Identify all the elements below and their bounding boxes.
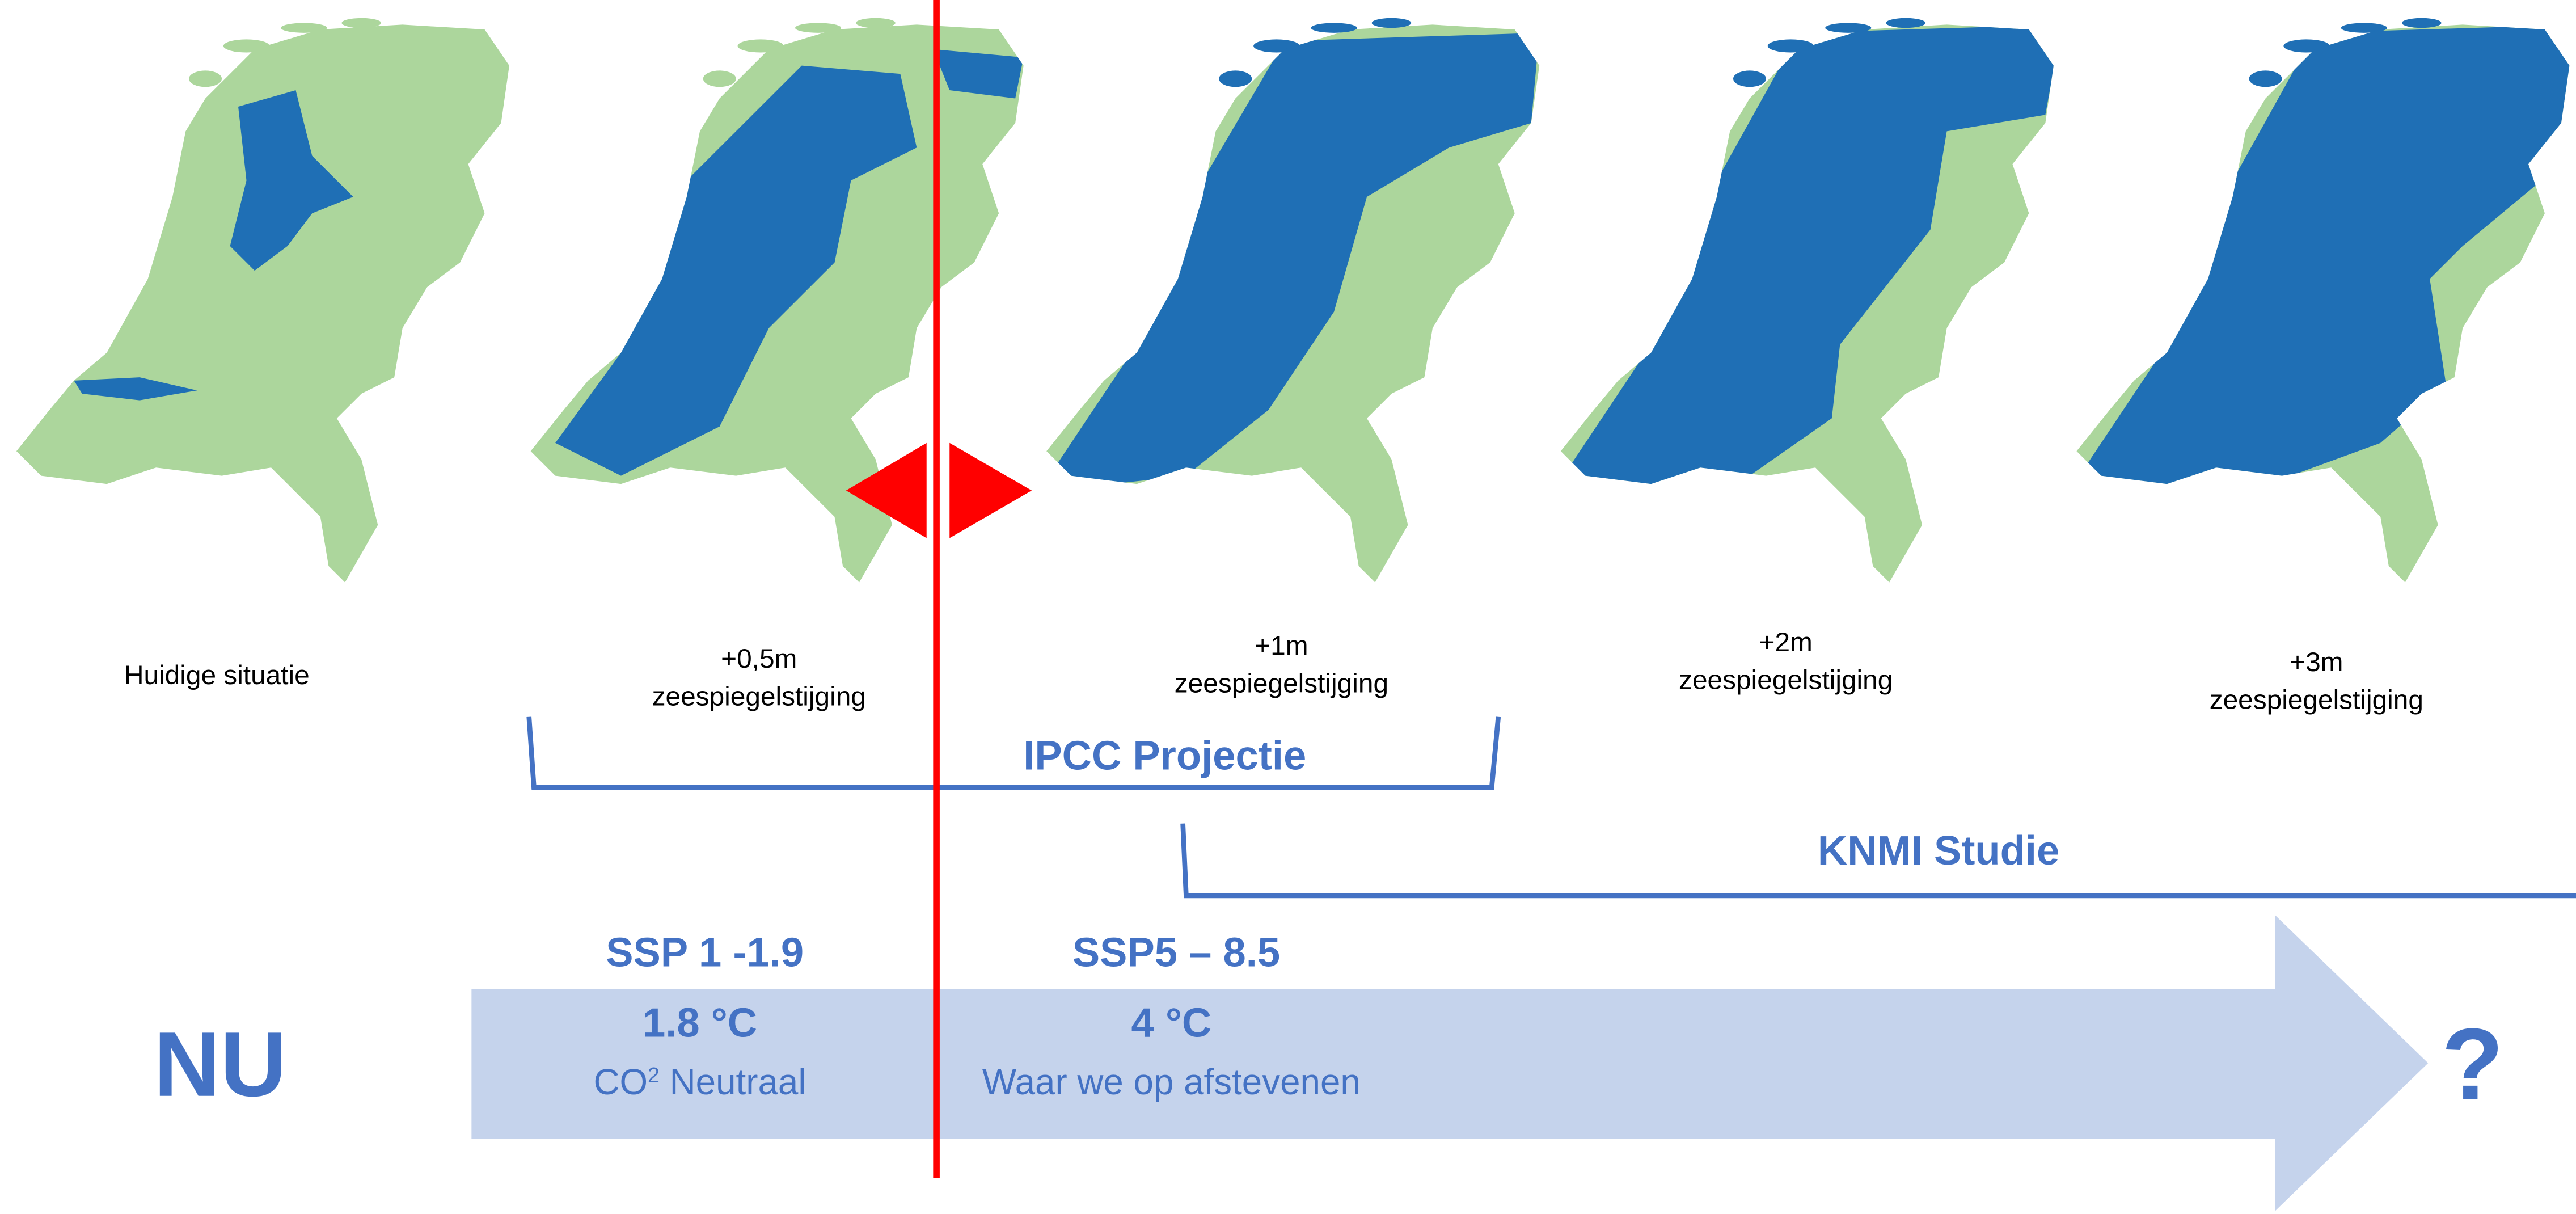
description-prefix: CO [593, 1062, 648, 1102]
map-caption: zeespiegelstijging [1175, 668, 1388, 698]
scenario-temperature: 1.8 °C [643, 1001, 757, 1046]
scenario-temperature: 4 °C [1131, 1001, 1212, 1046]
scenario-name: SSP5 – 8.5 [1072, 930, 1280, 975]
map-caption: +1m [1255, 631, 1308, 661]
start-label: NU [154, 1013, 286, 1116]
slide: Huidige situatie +0,5m zeespiegelstijging +… [0, 0, 2576, 1214]
map [1552, 18, 2062, 583]
description-sup: 2 [648, 1063, 660, 1087]
knmi-label: KNMI Studie [1818, 828, 2059, 874]
page: Huidige situatie +0,5m zeespiegelstijging +… [0, 0, 2576, 1214]
ipcc-label: IPCC Projectie [1023, 733, 1306, 778]
map-caption: Huidige situatie [124, 660, 310, 690]
map-caption: zeespiegelstijging [1679, 665, 1893, 695]
map-caption: +2m [1759, 627, 1813, 657]
ipcc-bracket [529, 717, 1498, 787]
scenario-description: Waar we op afstevenen [982, 1062, 1361, 1102]
map-caption: zeespiegelstijging [652, 682, 866, 712]
map-caption: zeespiegelstijging [2210, 685, 2423, 715]
scenario-name: SSP 1 -1.9 [606, 930, 804, 975]
map [16, 18, 509, 583]
map-caption: +0,5m [721, 644, 797, 674]
map-caption: +3m [2290, 647, 2343, 677]
maps [16, 18, 2576, 583]
captions: Huidige situatie +0,5m zeespiegelstijging +… [124, 627, 2423, 715]
end-label: ? [2442, 1008, 2504, 1122]
arrow-right [949, 443, 1032, 538]
map [1038, 18, 1539, 583]
map [2068, 18, 2576, 583]
scenario-description: CO2 Neutraal [593, 1062, 806, 1102]
description-suffix: Neutraal [660, 1062, 806, 1102]
description-prefix: Waar we op afstevenen [982, 1062, 1361, 1102]
